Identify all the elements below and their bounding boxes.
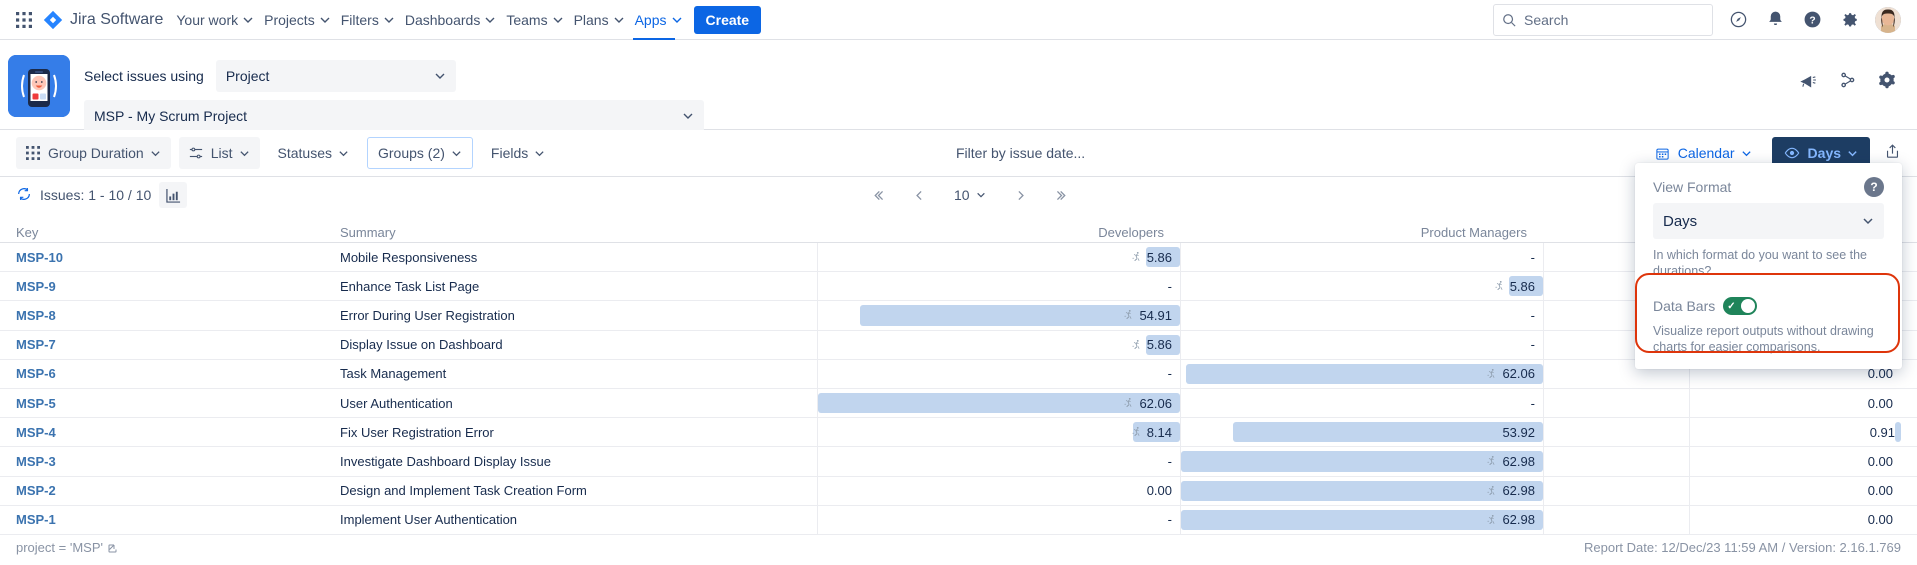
svg-text:?: ? — [1809, 15, 1815, 26]
